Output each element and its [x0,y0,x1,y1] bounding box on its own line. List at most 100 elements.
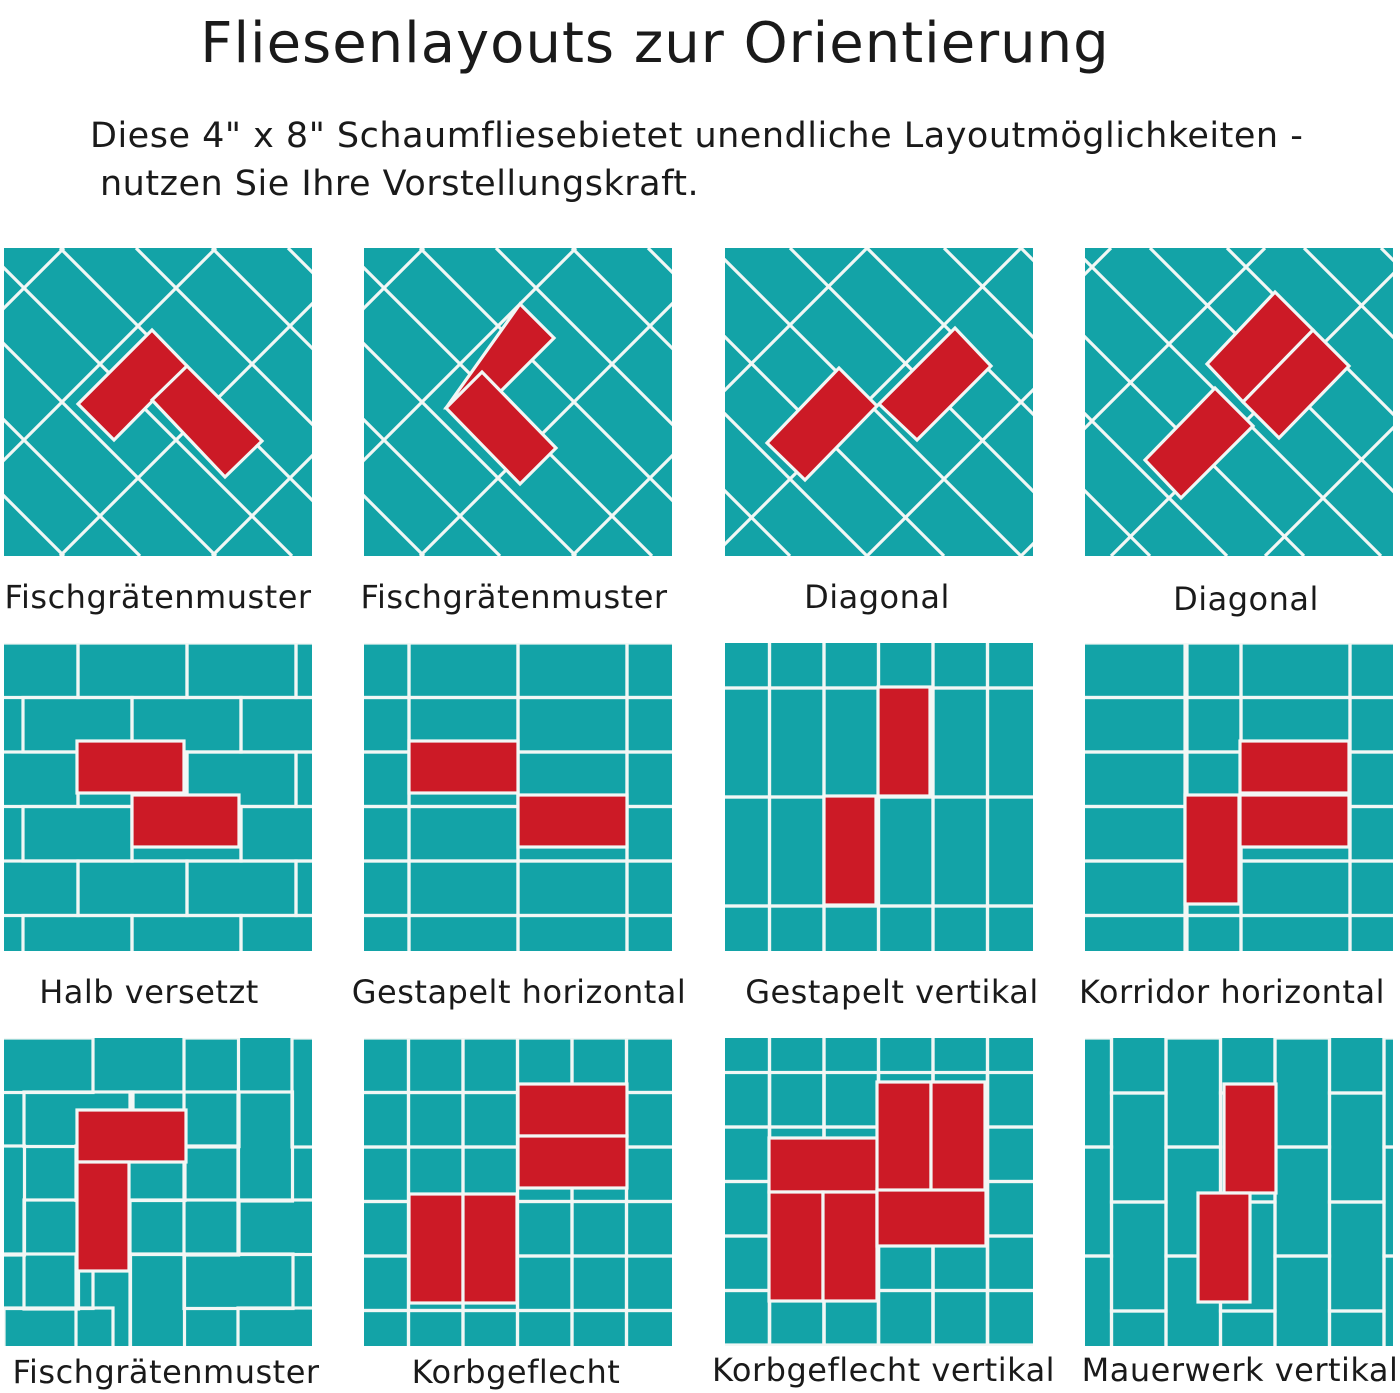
tile-grout [570,453,672,556]
highlight-tile [764,365,880,483]
herringbone-straight-svg [4,1038,312,1346]
highlight-tile [1183,793,1241,906]
tile-grout [1085,488,1152,556]
tile-grout [294,750,312,809]
tile-half-offset [4,643,312,951]
tile-grout [1382,1145,1393,1258]
tile-grout [725,904,772,951]
tile-corridor-horizontal [1085,643,1393,951]
tile-grout [1085,334,1306,556]
tile-grout [985,904,1033,951]
tile-grout [625,859,672,918]
running-bond-vertical-svg [1085,1038,1393,1346]
tile-grout [1263,425,1393,556]
tile-herringbone-diagonal-b [364,248,672,556]
caption-half-offset: Halb versetzt [39,973,259,1011]
stacked-horizontal-svg [364,643,672,951]
tile-grout [1085,411,1229,556]
highlight-tile [1222,1082,1278,1195]
tile-grout [364,248,578,463]
tile-grout [210,453,312,556]
tile-grout [1085,913,1189,951]
tile-grout [570,248,672,351]
subtitle-line-2: nutzen Sie Ihre Vorstellungskraft. [100,164,700,204]
highlight-tile [149,363,265,480]
tile-grout [1382,1038,1393,1149]
tile-diagonal-a [725,248,1033,556]
highlight-tile [443,369,559,487]
tile-grout [4,1038,312,1346]
highlight-tile [876,685,932,798]
basketweave-svg [364,1038,672,1346]
highlight-tile [1142,385,1256,501]
tile-grout [725,488,792,556]
highlight-tile [767,1136,880,1194]
tile-grout [985,1288,1033,1346]
highlight-tile [822,794,878,907]
tile-grout [876,904,935,951]
tile-grout [364,248,426,311]
tile-stacked-vertical [725,643,1033,951]
tile-grout [625,695,672,754]
highlight-tile [516,793,629,849]
half-offset-svg [4,643,312,951]
tile-stacked-horizontal [364,643,672,951]
tile-herringbone-diagonal-a [4,248,312,556]
tile-grout [942,248,1033,340]
highlight-tile [516,1082,629,1138]
highlight-tile [75,739,186,795]
caption-diagonal-a: Diagonal [804,578,950,616]
page-title: Fliesenlayouts zur Orientierung [200,11,1110,76]
caption-basketweave-vertical: Korbgeflecht vertikal [712,1351,1056,1389]
tile-grout [4,493,66,556]
diagonal-a-svg [725,248,1033,556]
caption-running-bond-vertical: Mauerwerk vertikal [1081,1351,1399,1389]
caption-herringbone-diagonal-a: Fischgrätenmuster [4,578,312,616]
tile-grout [294,859,312,918]
tile-grout [236,1306,312,1346]
highlight-tile [767,1190,825,1303]
page-subtitle: Diese 4" x 8" Schaumfliesebietet unendli… [90,112,1370,208]
tile-grout [1085,248,1267,431]
highlight-tile [875,1188,988,1248]
stacked-vertical-svg [725,643,1033,951]
highlight-tile [1240,327,1352,441]
tile-grout [364,248,672,556]
tile-diagonal-b [1085,248,1393,556]
herringbone-diagonal-b-svg [364,248,672,556]
tile-grout [767,904,826,951]
tile-grout [210,248,312,351]
tile-grout [725,334,946,556]
tile-grout [1085,248,1393,556]
tile-grout [364,493,426,556]
tile-grout [931,904,990,951]
tile-grout [1327,1309,1386,1346]
tile-grout [1348,913,1393,951]
tile-grout [1302,248,1393,340]
tile-grout [625,913,672,951]
tile-grout [4,248,218,463]
highlight-tile [929,1080,987,1193]
tile-grout [625,750,672,809]
highlight-tile [75,1160,131,1273]
highlight-tile [407,1192,465,1305]
highlight-tile [876,325,994,443]
highlight-tile [75,1108,188,1164]
highlight-tile [516,1134,629,1190]
caption-stacked-horizontal: Gestapelt horizontal [351,973,687,1011]
highlight-tile [821,1190,879,1303]
tile-grout [1109,1309,1168,1346]
tile-grout [625,643,672,700]
tile-herringbone-straight [4,1038,312,1346]
tile-grout [1218,1309,1277,1346]
subtitle-line-1: Diese 4" x 8" Schaumfliesebietet unendli… [90,116,1304,156]
highlight-tile [1196,1191,1252,1304]
herringbone-diagonal-a-svg [4,248,312,556]
caption-stacked-vertical: Gestapelt vertikal [745,973,1039,1011]
highlight-tile [461,1192,519,1305]
caption-herringbone-straight: Fischgrätenmuster [12,1353,320,1391]
caption-corridor-horizontal: Korridor horizontal [1079,973,1385,1011]
tile-grout [4,248,66,311]
tile-grout [134,248,312,427]
tile-grout [1382,1254,1393,1346]
